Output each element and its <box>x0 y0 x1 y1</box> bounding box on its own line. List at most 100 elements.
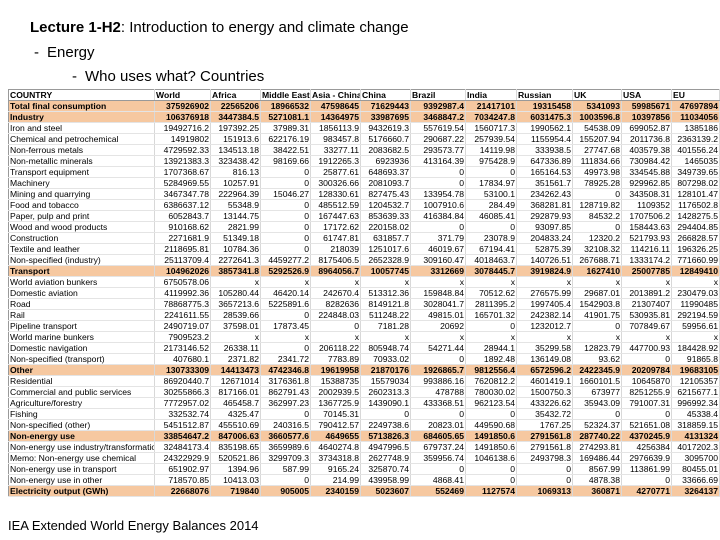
table-cell: 6572596.2 <box>516 364 573 376</box>
table-cell: 91865.8 <box>671 353 720 365</box>
table-cell: 3467347.78 <box>154 188 211 200</box>
table-row-highlighted: Electricity output (GWh) 22668076 719840 90… <box>8 485 720 497</box>
table-cell: 17873.45 <box>260 320 311 332</box>
table-cell: 465458.7 <box>210 397 261 409</box>
table-cell: 15046.27 <box>260 188 311 200</box>
table-cell: 0 <box>260 474 311 486</box>
table-cell: 21417101 <box>465 100 517 112</box>
table-cell: 78868775.3 <box>154 298 211 310</box>
table-cell: 165164.53 <box>516 166 573 178</box>
table-cell: 220158.02 <box>360 221 411 233</box>
table-cell: 4947996.5 <box>360 441 411 453</box>
row-label: World marine bunkers <box>8 331 155 343</box>
table-cell: 520521.86 <box>210 452 261 464</box>
table-cell: 4256384 <box>621 441 672 453</box>
table-row: Non-metallic minerals 13921383.3 323438.42… <box>8 155 720 167</box>
table-cell: 790412.57 <box>310 419 361 431</box>
table-cell: 1856113.9 <box>310 122 361 134</box>
table-cell: x <box>410 331 466 343</box>
table-cell: 0 <box>516 463 573 475</box>
table-cell: 719840 <box>210 485 261 497</box>
table-cell: 222964.39 <box>210 188 261 200</box>
table-cell: 70933.02 <box>360 353 411 365</box>
row-label: Non-energy use industry/transformation <box>8 441 155 453</box>
table-cell: 128101.47 <box>671 188 720 200</box>
table-cell: 0 <box>465 408 517 420</box>
table-cell: 780030.02 <box>465 386 517 398</box>
row-label: Non-specified (transport) <box>8 353 155 365</box>
table-cell: 0 <box>260 166 311 178</box>
table-cell: 218039 <box>310 243 361 255</box>
table-cell: 78925.28 <box>572 177 622 189</box>
table-cell: 67194.41 <box>465 243 517 255</box>
row-label: Mining and quarrying <box>8 188 155 200</box>
table-row: Construction 2271681.9 51349.18 0 61747.81 63… <box>8 232 720 244</box>
table-cell: 333938.5 <box>516 144 573 156</box>
row-label: Total final consumption <box>8 100 155 112</box>
table-cell: 0 <box>260 199 311 211</box>
table-cell: 12105357 <box>671 375 720 387</box>
table-cell: 862791.43 <box>260 386 311 398</box>
table-cell: 5023607 <box>360 485 411 497</box>
table-cell: 0 <box>410 353 466 365</box>
table-cell: 8175406.5 <box>310 254 361 266</box>
row-label: Non-energy use in other <box>8 474 155 486</box>
table-cell: 1127574 <box>465 485 517 497</box>
table-cell: 2811395.2 <box>465 298 517 310</box>
slide-title-bold: Lecture 1-H2 <box>30 19 121 36</box>
table-row: Textile and leather 2118695.81 10784.36 0 21… <box>8 243 720 255</box>
table-cell: 1767.25 <box>516 419 573 431</box>
table-cell: 6923936 <box>360 155 411 167</box>
table-cell: 993886.16 <box>410 375 466 387</box>
table-cell: 929962.85 <box>621 177 672 189</box>
table-cell: 521793.93 <box>621 232 672 244</box>
table-cell: 0 <box>260 177 311 189</box>
table-cell: x <box>310 331 361 343</box>
table-cell: 51349.18 <box>210 232 261 244</box>
table-row: Iron and steel 19492716.2 197392.25 37989.3… <box>8 122 720 134</box>
table-cell: 1109352 <box>621 199 672 211</box>
bullet-level-1: - Energy <box>34 43 95 63</box>
table-cell: 1491850.6 <box>465 430 517 442</box>
table-cell: 2271681.9 <box>154 232 211 244</box>
table-cell: 197392.25 <box>210 122 261 134</box>
table-cell: 0 <box>465 166 517 178</box>
table-cell: 8964056.7 <box>310 265 361 277</box>
table-cell: 0 <box>410 463 466 475</box>
table-cell: 1707368.67 <box>154 166 211 178</box>
table-cell: 1428275.5 <box>671 210 720 222</box>
row-label: Paper, pulp and print <box>8 210 155 222</box>
table-cell: 2821.99 <box>210 221 261 233</box>
table-cell: 136149.08 <box>516 353 573 365</box>
table-cell: 257939.54 <box>465 133 517 145</box>
table-cell: 292879.93 <box>516 210 573 222</box>
table-cell: 130733309 <box>154 364 211 376</box>
table-cell: 9432619.3 <box>360 122 411 134</box>
table-cell: 224848.03 <box>310 309 361 321</box>
table-row: Non-ferrous metals 4729592.33 134513.18 384… <box>8 144 720 156</box>
table-cell: 2013891.2 <box>621 287 672 299</box>
table-cell: 362997.23 <box>260 397 311 409</box>
table-cell: 80455.01 <box>671 463 720 475</box>
table-cell: 807298.02 <box>671 177 720 189</box>
table-cell: 4878.38 <box>572 474 622 486</box>
table-cell: 827475.43 <box>360 188 411 200</box>
table-cell: 1069313 <box>516 485 573 497</box>
row-label: Non-metallic minerals <box>8 155 155 167</box>
table-cell: 8149121.8 <box>360 298 411 310</box>
table-cell: 1912265.3 <box>310 155 361 167</box>
row-label: Road <box>8 298 155 310</box>
table-cell: x <box>465 331 517 343</box>
table-cell: 4131324 <box>671 430 720 442</box>
row-label: Food and tobacco <box>8 199 155 211</box>
table-cell: 7772957.02 <box>154 397 211 409</box>
table-cell: 0 <box>410 177 466 189</box>
table-cell: 14413473 <box>210 364 261 376</box>
row-label: Wood and wood products <box>8 221 155 233</box>
table-cell: 3264137 <box>671 485 720 497</box>
table-cell: x <box>671 331 720 343</box>
table-cell: 7034247.8 <box>465 111 517 123</box>
table-cell: 24322929.9 <box>154 452 211 464</box>
row-label: Textile and leather <box>8 243 155 255</box>
bullet-level-2-text: Who uses what? Countries <box>85 68 265 85</box>
